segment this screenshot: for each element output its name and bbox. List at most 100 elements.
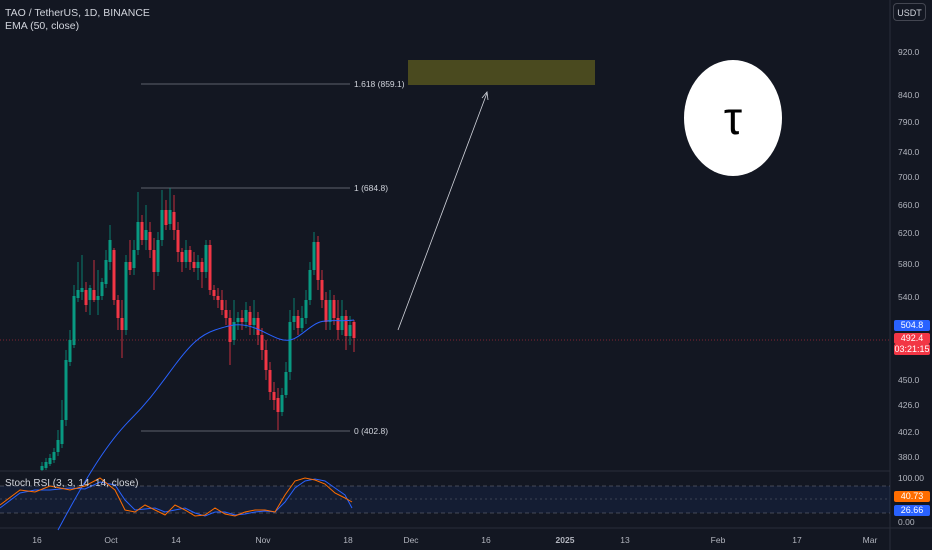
candle-down[interactable] — [212, 290, 216, 296]
candle-up[interactable] — [288, 322, 292, 372]
price-axis-label: 620.0 — [898, 228, 920, 238]
candle-up[interactable] — [196, 262, 200, 268]
candle-up[interactable] — [348, 325, 352, 336]
candle-down[interactable] — [296, 316, 300, 328]
candle-down[interactable] — [188, 250, 192, 262]
candle-down[interactable] — [352, 322, 356, 338]
candle-up[interactable] — [100, 282, 104, 296]
candle-down[interactable] — [268, 370, 272, 392]
candle-up[interactable] — [160, 210, 164, 240]
ema-indicator-label[interactable]: EMA (50, close) — [5, 20, 80, 32]
candle-up[interactable] — [60, 420, 64, 444]
candle-down[interactable] — [164, 210, 168, 225]
candle-down[interactable] — [128, 262, 132, 270]
time-axis-label: Dec — [403, 535, 419, 545]
candle-up[interactable] — [244, 310, 248, 322]
candle-up[interactable] — [300, 318, 304, 328]
target-zone-box[interactable] — [408, 60, 595, 85]
candle-up[interactable] — [68, 340, 72, 362]
candle-down[interactable] — [120, 318, 124, 330]
candle-down[interactable] — [272, 392, 276, 400]
time-axis-label: 18 — [343, 535, 353, 545]
candle-down[interactable] — [116, 300, 120, 318]
candle-down[interactable] — [140, 222, 144, 240]
candle-up[interactable] — [292, 316, 296, 322]
candle-up[interactable] — [44, 462, 48, 468]
candle-up[interactable] — [108, 240, 112, 262]
candle-down[interactable] — [152, 250, 156, 272]
candle-down[interactable] — [336, 318, 340, 330]
candle-up[interactable] — [236, 318, 240, 322]
candle-up[interactable] — [304, 300, 308, 318]
candle-down[interactable] — [84, 290, 88, 305]
candle-up[interactable] — [96, 296, 100, 300]
candle-up[interactable] — [52, 452, 56, 460]
candle-down[interactable] — [276, 398, 280, 412]
candle-down[interactable] — [200, 262, 204, 272]
candle-down[interactable] — [224, 310, 228, 318]
candle-down[interactable] — [264, 350, 268, 370]
stoch-k-line — [0, 477, 353, 517]
candle-up[interactable] — [88, 288, 92, 300]
candle-up[interactable] — [284, 372, 288, 395]
candle-up[interactable] — [308, 270, 312, 300]
candle-down[interactable] — [248, 312, 252, 325]
ema-line — [57, 319, 355, 531]
currency-button[interactable]: USDT — [893, 3, 926, 21]
candle-up[interactable] — [72, 296, 76, 345]
candle-down[interactable] — [92, 290, 96, 300]
candle-up[interactable] — [64, 360, 68, 420]
candle-down[interactable] — [240, 318, 244, 322]
candle-down[interactable] — [220, 300, 224, 310]
candle-down[interactable] — [316, 242, 320, 280]
candle-up[interactable] — [132, 250, 136, 268]
candle-down[interactable] — [332, 300, 336, 318]
candle-up[interactable] — [104, 260, 108, 284]
candle-down[interactable] — [228, 318, 232, 342]
candle-up[interactable] — [280, 395, 284, 412]
candle-up[interactable] — [56, 440, 60, 452]
candle-up[interactable] — [340, 316, 344, 330]
candle-up[interactable] — [204, 245, 208, 272]
fib-label-0: 0 (402.8) — [354, 426, 388, 436]
price-axis-label: 660.0 — [898, 200, 920, 210]
price-axis-label: 700.0 — [898, 172, 920, 182]
candle-up[interactable] — [232, 322, 236, 340]
candle-down[interactable] — [216, 296, 220, 300]
candle-up[interactable] — [40, 466, 44, 470]
candle-down[interactable] — [180, 252, 184, 262]
candle-up[interactable] — [48, 458, 52, 464]
candle-down[interactable] — [324, 300, 328, 322]
price-axis-label: 380.0 — [898, 452, 920, 462]
candle-down[interactable] — [256, 318, 260, 335]
time-axis-label: 16 — [32, 535, 42, 545]
candle-up[interactable] — [252, 318, 256, 325]
candle-down[interactable] — [112, 250, 116, 300]
time-axis-label: Nov — [255, 535, 271, 545]
candle-down[interactable] — [192, 262, 196, 268]
candle-down[interactable] — [148, 232, 152, 250]
stoch-rsi-label[interactable]: Stoch RSI (3, 3, 14, 14, close) — [5, 478, 139, 489]
candle-up[interactable] — [144, 230, 148, 240]
candle-up[interactable] — [156, 240, 160, 272]
candle-up[interactable] — [312, 242, 316, 270]
candle-up[interactable] — [76, 290, 80, 298]
candle-up[interactable] — [168, 210, 172, 224]
candle-down[interactable] — [208, 245, 212, 290]
candle-up[interactable] — [328, 300, 332, 322]
candle-down[interactable] — [176, 230, 180, 252]
candle-down[interactable] — [344, 316, 348, 336]
candle-up[interactable] — [124, 262, 128, 330]
candle-up[interactable] — [184, 250, 188, 262]
candle-up[interactable] — [80, 288, 84, 292]
stoch-d-tag: 26.66 — [894, 505, 930, 516]
candle-up[interactable] — [136, 222, 140, 250]
price-axis-label: 540.0 — [898, 292, 920, 302]
candle-down[interactable] — [260, 335, 264, 350]
candle-down[interactable] — [320, 280, 324, 300]
candle-down[interactable] — [172, 212, 176, 230]
projection-arrow[interactable] — [397, 92, 488, 331]
symbol-title[interactable]: TAO / TetherUS, 1D, BINANCE — [5, 7, 150, 19]
